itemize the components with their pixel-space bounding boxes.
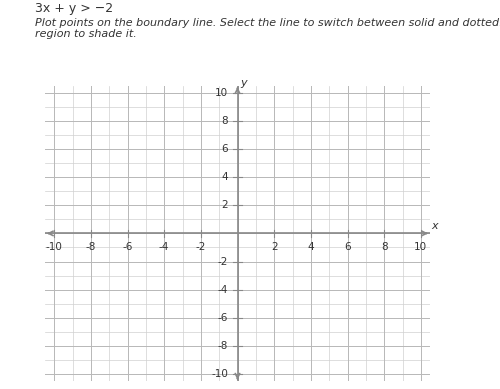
Text: -10: -10	[46, 242, 62, 252]
Text: 2: 2	[271, 242, 278, 252]
Text: 6: 6	[222, 144, 228, 154]
Text: -2: -2	[196, 242, 206, 252]
Text: x: x	[431, 221, 438, 231]
Text: 4: 4	[308, 242, 314, 252]
Text: -8: -8	[218, 341, 228, 351]
Text: 10: 10	[414, 242, 428, 252]
Text: 4: 4	[222, 172, 228, 182]
Text: -4: -4	[159, 242, 170, 252]
Text: -10: -10	[212, 369, 228, 379]
Text: -6: -6	[218, 313, 228, 323]
Text: 3x + y > −2: 3x + y > −2	[35, 2, 113, 15]
Text: 2: 2	[222, 200, 228, 210]
Text: -2: -2	[218, 257, 228, 266]
Text: Plot points on the boundary line. Select the line to switch between solid and do: Plot points on the boundary line. Select…	[35, 18, 500, 39]
Text: 8: 8	[381, 242, 388, 252]
Text: -6: -6	[122, 242, 132, 252]
Text: y: y	[240, 78, 247, 88]
Text: -4: -4	[218, 285, 228, 295]
Text: 6: 6	[344, 242, 351, 252]
Text: 8: 8	[222, 116, 228, 126]
Text: -8: -8	[86, 242, 96, 252]
Text: 10: 10	[215, 88, 228, 98]
